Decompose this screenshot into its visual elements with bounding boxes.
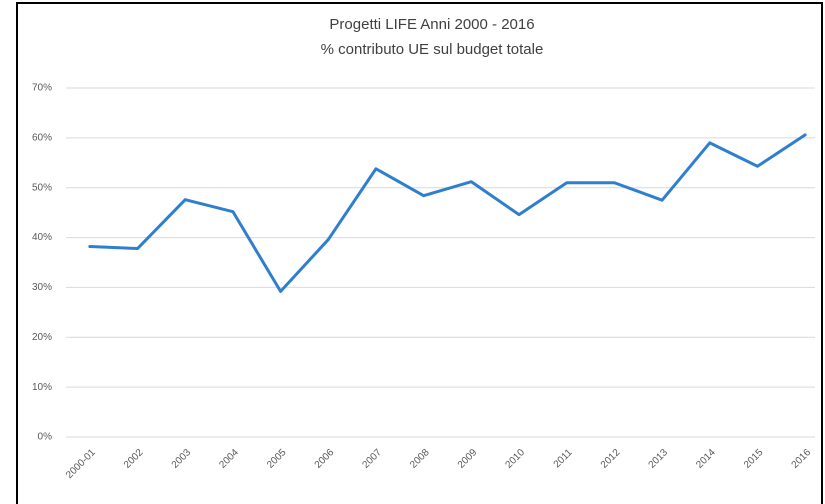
y-tick-label: 40%: [32, 232, 52, 243]
chart-subtitle: % contributo UE sul budget totale: [321, 41, 544, 58]
data-line: [88, 133, 807, 293]
y-tick-label: 50%: [32, 182, 52, 193]
y-tick-label: 70%: [32, 83, 52, 94]
y-tick-label: 0%: [38, 432, 53, 443]
y-tick-label: 30%: [32, 282, 52, 293]
chart-frame: [16, 2, 823, 504]
chart-title: Progetti LIFE Anni 2000 - 2016: [329, 16, 534, 33]
y-tick-label: 20%: [32, 332, 52, 343]
y-tick-label: 10%: [32, 382, 52, 393]
y-tick-label: 60%: [32, 132, 52, 143]
